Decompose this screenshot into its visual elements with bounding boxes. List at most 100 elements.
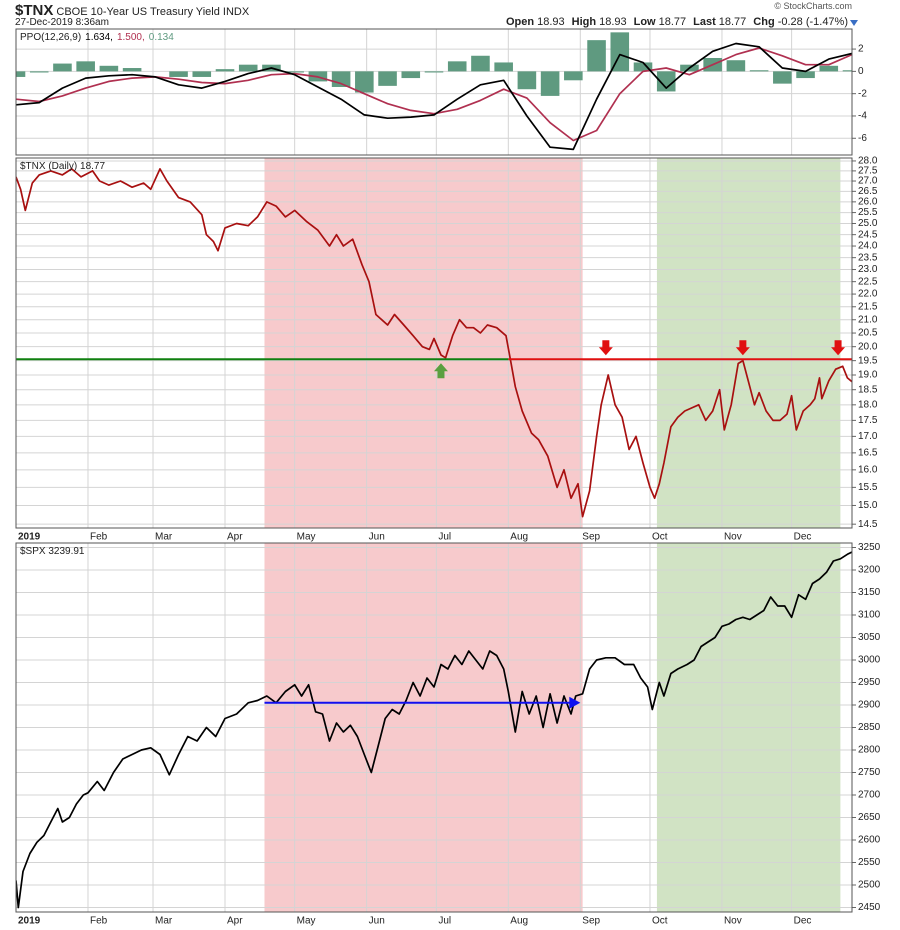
signal-arrow — [735, 340, 750, 356]
y-tick-label: 25.5 — [858, 207, 878, 218]
legend-value: 1.500, — [117, 32, 145, 43]
histogram-bar — [726, 60, 746, 72]
x-tick-label: Jul — [438, 916, 451, 927]
shaded-region — [656, 158, 841, 528]
histogram-bar — [122, 68, 142, 72]
x-tick-label: May — [297, 532, 316, 543]
y-tick-label: 2950 — [858, 677, 881, 688]
y-tick-label: 28.0 — [858, 156, 878, 167]
histogram-bar — [564, 71, 583, 81]
histogram-bar — [424, 71, 444, 73]
series-line — [16, 42, 852, 151]
quote-value: 18.93 — [599, 16, 627, 28]
histogram-bar — [447, 61, 467, 72]
histogram-bar — [610, 32, 630, 72]
histogram-bar — [842, 70, 852, 72]
y-tick-label: 18.5 — [858, 384, 878, 395]
histogram-bar — [169, 71, 188, 77]
x-tick-label: Nov — [724, 916, 742, 927]
quote-label: Last — [693, 16, 716, 28]
y-tick-label: 2850 — [858, 722, 881, 733]
quote-menu-icon[interactable] — [849, 19, 859, 27]
y-tick-label: -6 — [858, 133, 867, 144]
series-line — [16, 168, 852, 518]
y-tick-label: 19.0 — [858, 370, 878, 381]
panel-frame — [15, 28, 853, 156]
y-tick-label: 2500 — [858, 880, 881, 891]
histogram-bar — [29, 71, 49, 73]
x-tick-label: Dec — [794, 532, 812, 543]
quote-label: High — [571, 16, 597, 28]
panel-title: PPO(12,26,9) 1.634, 1.500, 0.134 — [20, 32, 174, 43]
histogram-bar — [656, 71, 676, 92]
quote: Open 18.93 High 18.93 Low 18.77 Last 18.77 Chg -0… — [499, 16, 848, 28]
series-line — [16, 551, 852, 909]
histogram-bar — [355, 71, 374, 93]
x-tick-label: Jun — [369, 532, 385, 543]
histogram-bar — [331, 71, 351, 87]
histogram-bar — [773, 71, 792, 84]
x-tick-label: Aug — [510, 532, 528, 543]
histogram-bar — [215, 69, 235, 72]
y-tick-label: 22.5 — [858, 276, 878, 287]
y-tick-label: 3250 — [858, 542, 881, 553]
y-tick-label: -4 — [858, 111, 867, 122]
y-tick-label: 17.0 — [858, 431, 878, 442]
y-tick-label: 17.5 — [858, 415, 878, 426]
x-tick-label: Feb — [90, 916, 108, 927]
y-tick-label: 16.5 — [858, 447, 878, 458]
histogram-bar — [471, 55, 490, 72]
y-tick-label: 3000 — [858, 655, 881, 666]
y-tick-label: 25.0 — [858, 218, 878, 229]
copyright: © StockCharts.com — [774, 1, 852, 11]
y-tick-label: 2750 — [858, 767, 881, 778]
panel-title: $TNX (Daily) 18.77 — [20, 161, 105, 172]
x-tick-label: Oct — [652, 916, 668, 927]
level-arrowhead — [569, 696, 581, 709]
histogram-bar — [796, 71, 815, 79]
y-tick-label: 23.5 — [858, 252, 878, 263]
x-tick-label: Mar — [155, 532, 173, 543]
y-tick-label: 14.5 — [858, 519, 878, 530]
shaded-region — [264, 158, 583, 528]
y-tick-label: -2 — [858, 88, 867, 99]
y-tick-label: 2800 — [858, 745, 881, 756]
x-tick-label: May — [297, 916, 316, 927]
legend-value: 1.634, — [85, 32, 113, 43]
y-tick-label: 20.5 — [858, 328, 878, 339]
timestamp: 27-Dec-2019 8:36am — [15, 17, 109, 28]
histogram-bar — [53, 63, 72, 72]
x-tick-label: Apr — [227, 532, 243, 543]
x-tick-label: Feb — [90, 532, 108, 543]
y-tick-label: 22.0 — [858, 289, 878, 300]
y-tick-label: 15.5 — [858, 482, 878, 493]
header-title: $TNX CBOE 10-Year US Treasury Yield INDX — [15, 2, 249, 19]
histogram-bar — [517, 71, 537, 90]
x-tick-label: Oct — [652, 532, 668, 543]
x-tick-label: 2019 — [18, 532, 41, 543]
y-tick-label: 27.0 — [858, 176, 878, 187]
y-tick-label: 3100 — [858, 610, 881, 621]
symbol: $TNX — [15, 2, 54, 19]
panel-frame — [15, 157, 853, 529]
x-tick-label: Apr — [227, 916, 243, 927]
y-tick-label: 21.0 — [858, 314, 878, 325]
histogram-bar — [633, 62, 653, 72]
signal-arrow — [831, 340, 846, 356]
x-tick-label: 2019 — [18, 916, 41, 927]
histogram-bar — [749, 70, 769, 72]
y-tick-label: 19.5 — [858, 355, 878, 366]
histogram-bar — [540, 71, 560, 96]
panel-title: $SPX 3239.91 — [20, 546, 85, 557]
legend-value: 0.134 — [149, 32, 174, 43]
x-tick-label: Mar — [155, 916, 173, 927]
histogram-bar — [819, 65, 839, 72]
panel-frame — [15, 542, 853, 913]
quote-value: 18.77 — [718, 16, 747, 28]
y-tick-label: 26.0 — [858, 196, 878, 207]
y-tick-label: 26.5 — [858, 186, 878, 197]
panel-background — [16, 29, 852, 155]
quote-label: Open — [505, 16, 535, 28]
y-tick-label: 24.0 — [858, 241, 878, 252]
